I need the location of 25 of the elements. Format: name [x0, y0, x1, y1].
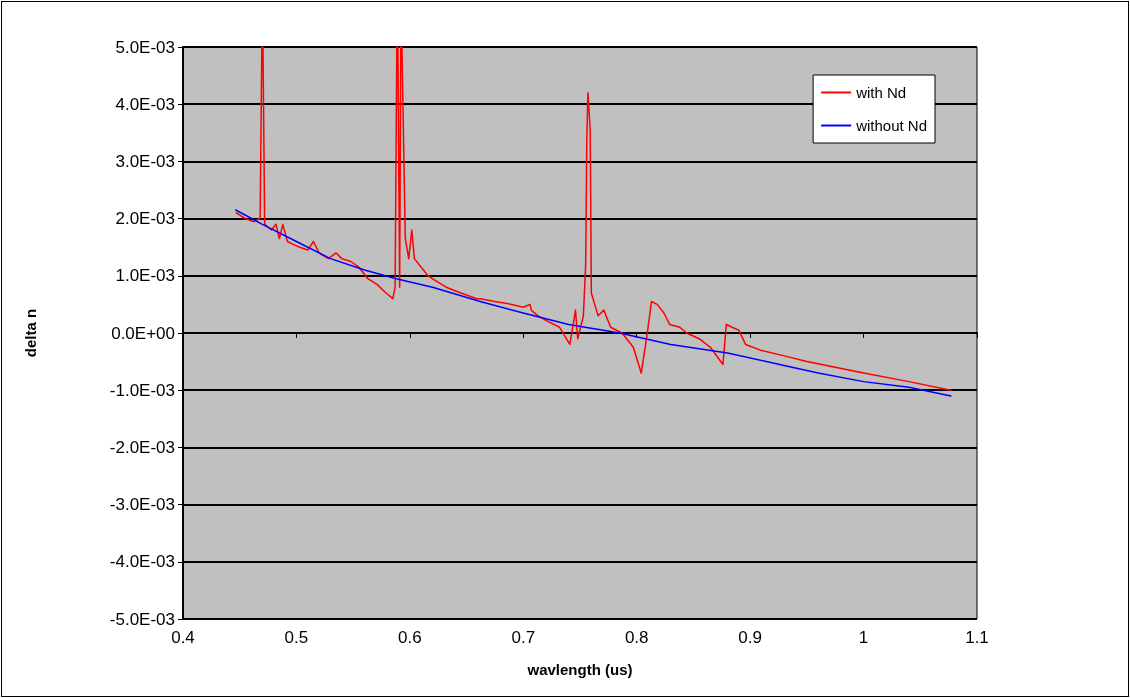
y-tick-label: 2.0E-03	[115, 209, 175, 229]
legend-label: without Nd	[855, 117, 928, 134]
x-tick-label: 0.5	[284, 628, 309, 647]
y-tick-label: -1.0E-03	[109, 380, 175, 400]
y-tick-label: -4.0E-03	[109, 552, 175, 572]
y-tick-label: 3.0E-03	[115, 151, 175, 171]
y-tick-label: -5.0E-03	[109, 609, 175, 629]
line-series	[234, 209, 952, 397]
line-series	[235, 46, 952, 391]
y-tick-label: 5.0E-03	[115, 37, 175, 57]
x-tick-label: 0.8	[624, 628, 649, 647]
y-axis-title: delta n	[22, 308, 39, 358]
y-tick-label: -2.0E-03	[109, 437, 175, 457]
y-tick-label: 0.0E+00	[111, 323, 175, 343]
x-axis-title: wavlength (us)	[526, 661, 633, 678]
x-tick-label: 0.7	[511, 628, 536, 647]
x-tick-label: 0.4	[171, 628, 195, 647]
x-tick-label: 0.9	[738, 628, 762, 647]
x-tick-label: 0.6	[398, 628, 422, 647]
x-tick-label: 1.1	[965, 628, 989, 647]
y-tick-label: 1.0E-03	[115, 266, 175, 286]
legend-label: with Nd	[855, 84, 907, 101]
y-tick-label: 4.0E-03	[115, 94, 175, 114]
x-tick-label: 1	[858, 628, 869, 647]
y-tick-label: -3.0E-03	[109, 495, 175, 515]
